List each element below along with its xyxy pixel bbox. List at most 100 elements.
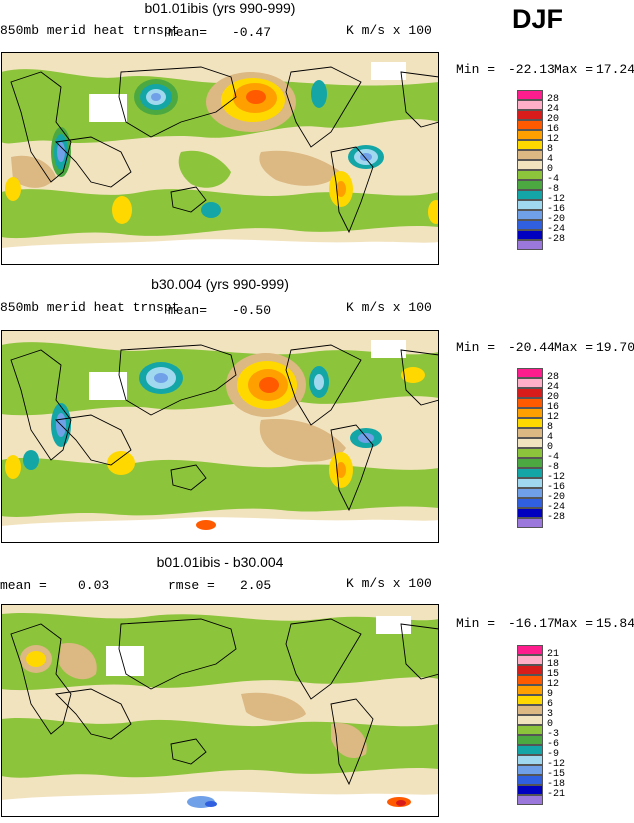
map-frame bbox=[1, 52, 439, 265]
legend-label: 15 bbox=[547, 669, 560, 680]
panel-2-variable: 850mb merid heat trnspt bbox=[0, 300, 180, 315]
contour-high-8 bbox=[112, 196, 132, 224]
panel-3-min-value: -16.17 bbox=[508, 616, 555, 631]
legend-swatch bbox=[517, 100, 543, 110]
legend-label: -20 bbox=[547, 492, 566, 503]
legend-label: 9 bbox=[547, 689, 554, 700]
legend-swatch bbox=[517, 685, 543, 695]
legend-label: -8 bbox=[547, 462, 560, 473]
legend-label: -24 bbox=[547, 224, 566, 235]
legend-swatch bbox=[517, 508, 543, 518]
legend-swatch bbox=[517, 735, 543, 745]
contour-band-4 bbox=[11, 155, 56, 188]
contour-high-8 bbox=[428, 200, 439, 224]
panel-3-mean-value: 0.03 bbox=[78, 578, 110, 593]
legend-swatch bbox=[517, 150, 543, 160]
legend-swatch bbox=[517, 230, 543, 240]
contour-high-8 bbox=[401, 367, 425, 383]
panel-1-variable: 850mb merid heat trnspt bbox=[0, 23, 180, 38]
legend-label: -16 bbox=[547, 204, 566, 215]
contour-high-12 bbox=[336, 462, 346, 478]
season-label: DJF bbox=[512, 4, 564, 34]
contour-high-15 bbox=[396, 800, 406, 806]
legend-label: -3 bbox=[547, 729, 560, 740]
legend-swatch bbox=[517, 220, 543, 230]
coastlines bbox=[10, 344, 439, 512]
legend-label: -16 bbox=[547, 482, 566, 493]
contour-low-12 bbox=[311, 80, 327, 108]
panel-2-mean-label: mean= bbox=[168, 303, 208, 318]
legend-label: 12 bbox=[547, 412, 560, 423]
legend-label: 0 bbox=[547, 164, 554, 175]
legend-label: -15 bbox=[547, 769, 566, 780]
panel-3-min-label: Min = bbox=[456, 616, 496, 631]
legend-label: -6 bbox=[547, 739, 560, 750]
legend-label: -9 bbox=[547, 749, 560, 760]
legend-swatch bbox=[517, 90, 543, 100]
legend-label: -4 bbox=[547, 452, 560, 463]
antarctica-missing bbox=[1, 517, 439, 543]
legend-label: -12 bbox=[547, 472, 566, 483]
panel-1-map bbox=[1, 52, 439, 265]
legend-swatch bbox=[517, 478, 543, 488]
panel-3-rmse-label: rmse = bbox=[168, 578, 215, 593]
legend-swatch bbox=[517, 140, 543, 150]
legend-swatch bbox=[517, 200, 543, 210]
contour-band-3 bbox=[59, 643, 97, 680]
missing-data-patch bbox=[371, 340, 406, 358]
legend-label: 18 bbox=[547, 659, 560, 670]
legend-swatch bbox=[517, 120, 543, 130]
legend-label: 21 bbox=[547, 649, 560, 660]
coastlines bbox=[10, 66, 439, 234]
missing-data-patch bbox=[89, 372, 127, 400]
coastlines bbox=[10, 618, 439, 786]
legend-swatch bbox=[517, 448, 543, 458]
panel-1-max-label: Max = bbox=[554, 62, 594, 77]
missing-data-patch bbox=[376, 616, 411, 634]
contour-low-16 bbox=[358, 433, 374, 443]
legend-swatch bbox=[517, 785, 543, 795]
panel-3-title: b01.01ibis - b30.004 bbox=[156, 554, 284, 570]
legend-swatch bbox=[517, 645, 543, 655]
contour-low-16 bbox=[57, 142, 65, 162]
legend-label: 24 bbox=[547, 382, 560, 393]
legend-label: 0 bbox=[547, 719, 554, 730]
legend-swatch bbox=[517, 755, 543, 765]
legend-swatch bbox=[517, 665, 543, 675]
legend-label: -4 bbox=[547, 174, 560, 185]
contour-high-8 bbox=[5, 455, 21, 479]
legend-label: 0 bbox=[547, 442, 554, 453]
legend-swatch bbox=[517, 210, 543, 220]
panel-3-units: K m/s x 100 bbox=[346, 576, 432, 591]
legend-label: 8 bbox=[547, 422, 554, 433]
panel-2-max-label: Max = bbox=[554, 340, 594, 355]
legend-label: 8 bbox=[547, 144, 554, 155]
antarctica-missing bbox=[1, 239, 439, 265]
contour-low-15 bbox=[205, 801, 217, 807]
legend-swatch bbox=[517, 705, 543, 715]
contour-band-neg3 bbox=[1, 717, 439, 778]
panel-1-units: K m/s x 100 bbox=[346, 23, 432, 38]
contour-band-4 bbox=[259, 419, 346, 462]
legend-label: -21 bbox=[547, 789, 566, 800]
legend-swatch bbox=[517, 130, 543, 140]
panel-3-rmse-value: 2.05 bbox=[240, 578, 272, 593]
legend-label: 12 bbox=[547, 679, 560, 690]
legend-label: 24 bbox=[547, 104, 560, 115]
contour-band-neg4 bbox=[178, 150, 231, 188]
contour-high-8 bbox=[107, 451, 135, 475]
legend-label: -8 bbox=[547, 184, 560, 195]
panel-2-units: K m/s x 100 bbox=[346, 300, 432, 315]
legend-label: -28 bbox=[547, 512, 566, 523]
contour-low-8 bbox=[23, 450, 39, 470]
panel-1-max-value: 17.24 bbox=[596, 62, 634, 77]
contour-low-16 bbox=[314, 374, 324, 390]
legend-swatch bbox=[517, 745, 543, 755]
contour-band-4 bbox=[259, 150, 341, 186]
antarctica-missing bbox=[1, 791, 439, 817]
contour-high-16 bbox=[259, 377, 279, 393]
contour-band-neg4 bbox=[1, 189, 439, 239]
legend-swatch bbox=[517, 240, 543, 250]
panel-3-max-label: Max = bbox=[554, 616, 594, 631]
panel-2-map bbox=[1, 330, 439, 543]
